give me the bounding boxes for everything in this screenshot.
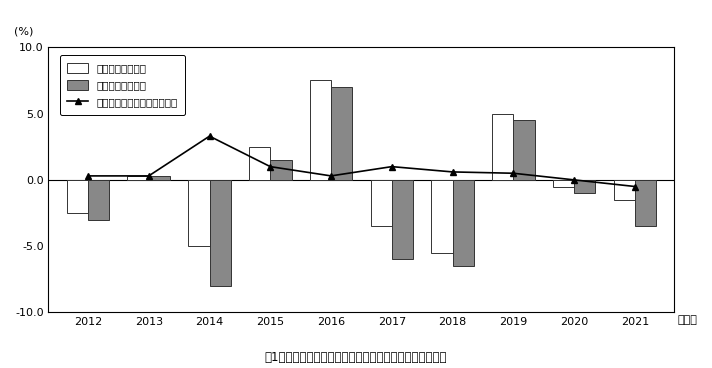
- Bar: [310, 81, 331, 180]
- Bar: [614, 180, 635, 200]
- Bar: [331, 87, 352, 180]
- Legend: 名目増減率（％）, 実質増減率（％）, 消費者物価指数変化率（％）: 名目増減率（％）, 実質増減率（％）, 消費者物価指数変化率（％）: [60, 55, 185, 115]
- Bar: [249, 147, 271, 180]
- Bar: [492, 114, 513, 180]
- Bar: [574, 180, 595, 193]
- Bar: [370, 180, 392, 226]
- Bar: [149, 176, 170, 180]
- Bar: [635, 180, 656, 226]
- Text: （年）: （年）: [678, 315, 697, 325]
- Bar: [127, 176, 149, 180]
- Bar: [553, 180, 574, 187]
- Bar: [67, 180, 88, 213]
- Text: (%): (%): [14, 27, 33, 37]
- Bar: [513, 120, 535, 180]
- Bar: [392, 180, 413, 259]
- Bar: [431, 180, 453, 253]
- Bar: [188, 180, 209, 246]
- Text: 囱1　消費支出の対前年増減率の推移（二人以上の世帯）: 囱1 消費支出の対前年増減率の推移（二人以上の世帯）: [265, 351, 447, 364]
- Bar: [88, 180, 109, 220]
- Bar: [209, 180, 231, 286]
- Bar: [271, 160, 291, 180]
- Bar: [453, 180, 474, 266]
